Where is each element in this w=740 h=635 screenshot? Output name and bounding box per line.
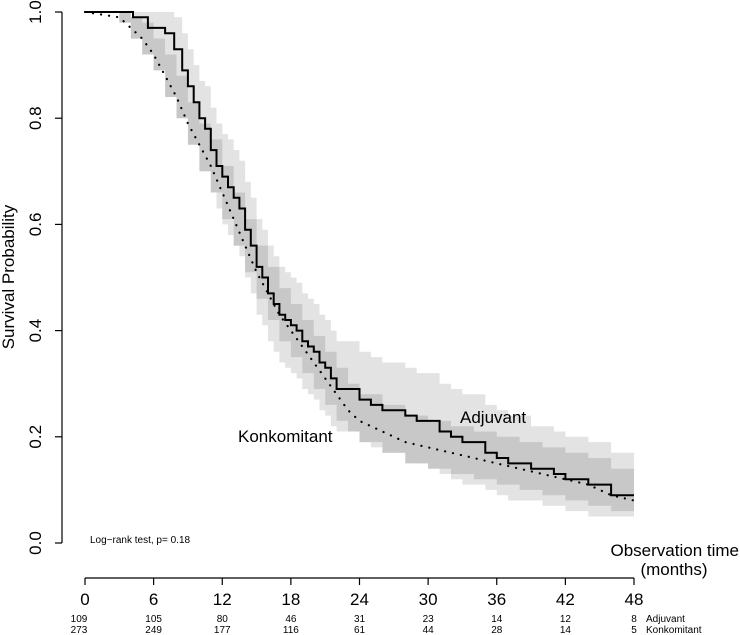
risk-row-label: Adjuvant bbox=[646, 614, 685, 625]
x-tick-label: 48 bbox=[625, 590, 644, 609]
risk-row-label: Konkomitant bbox=[646, 625, 702, 635]
risk-count: 116 bbox=[283, 625, 299, 635]
risk-count: 105 bbox=[145, 614, 162, 625]
y-tick-label: 0.2 bbox=[26, 425, 45, 449]
risk-count: 14 bbox=[560, 625, 572, 635]
x-tick-label: 36 bbox=[487, 590, 506, 609]
risk-count: 14 bbox=[491, 614, 503, 625]
y-axis: 0.0 0.2 0.4 0.6 0.8 1.0 bbox=[26, 0, 63, 555]
y-tick-label: 0.4 bbox=[26, 319, 45, 343]
y-tick-label: 0.0 bbox=[26, 531, 45, 555]
x-tick-label: 24 bbox=[350, 590, 369, 609]
risk-count: 80 bbox=[217, 614, 229, 625]
y-axis-title: Survival Probability bbox=[0, 204, 18, 349]
x-tick-label: 18 bbox=[281, 590, 300, 609]
x-tick-label: 30 bbox=[419, 590, 438, 609]
risk-count: 31 bbox=[354, 614, 366, 625]
x-tick-label: 6 bbox=[149, 590, 158, 609]
risk-count: 5 bbox=[631, 625, 637, 635]
risk-count: 273 bbox=[71, 625, 88, 635]
confidence-bands bbox=[85, 12, 634, 517]
risk-count: 44 bbox=[423, 625, 435, 635]
risk-count: 46 bbox=[285, 614, 297, 625]
risk-count: 61 bbox=[354, 625, 366, 635]
y-tick-label: 0.6 bbox=[26, 213, 45, 237]
x-axis: 0 6 12 18 24 30 36 42 48 bbox=[80, 577, 644, 609]
risk-count: 12 bbox=[560, 614, 572, 625]
series-label-adjuvant: Adjuvant bbox=[460, 408, 526, 427]
survival-curves bbox=[83, 10, 636, 502]
y-tick-label: 0.8 bbox=[26, 106, 45, 130]
risk-count: 8 bbox=[631, 614, 637, 625]
risk-count: 177 bbox=[214, 625, 231, 635]
x-tick-label: 12 bbox=[213, 590, 232, 609]
risk-count: 28 bbox=[491, 625, 503, 635]
y-tick-label: 1.0 bbox=[26, 0, 45, 24]
confidence-band-konkomitant bbox=[85, 12, 634, 517]
risk-count: 109 bbox=[71, 614, 88, 625]
risk-count: 23 bbox=[423, 614, 435, 625]
x-tick-label: 0 bbox=[80, 590, 89, 609]
series-label-konkomitant: Konkomitant bbox=[238, 427, 333, 446]
survival-line-konkomitant bbox=[83, 10, 636, 502]
x-axis-title: Observation time bbox=[611, 541, 740, 560]
logrank-annotation: Log−rank test, p= 0.18 bbox=[90, 535, 191, 546]
confidence-band-adjuvant bbox=[85, 12, 634, 517]
survival-line-adjuvant bbox=[85, 11, 634, 497]
x-tick-label: 42 bbox=[556, 590, 575, 609]
x-axis-unit: (months) bbox=[640, 560, 707, 579]
risk-count: 249 bbox=[145, 625, 162, 635]
